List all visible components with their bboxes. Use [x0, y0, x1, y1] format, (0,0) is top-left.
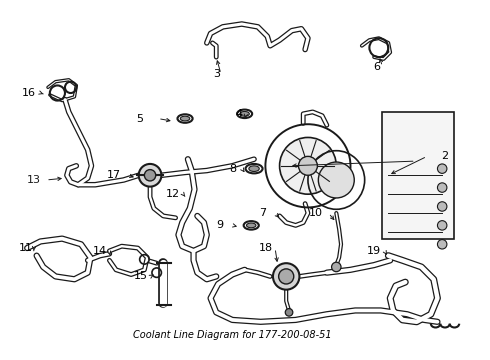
Circle shape [298, 156, 318, 175]
Text: 16: 16 [22, 88, 36, 98]
Ellipse shape [280, 138, 336, 194]
Ellipse shape [318, 162, 354, 198]
Text: 15: 15 [134, 271, 147, 282]
Text: 7: 7 [259, 208, 266, 218]
Circle shape [279, 269, 294, 284]
Circle shape [438, 183, 447, 192]
Circle shape [332, 262, 341, 272]
Text: 4: 4 [235, 109, 243, 119]
Text: 17: 17 [107, 170, 121, 180]
Text: 14: 14 [93, 246, 107, 256]
Text: 11: 11 [19, 243, 33, 253]
Ellipse shape [180, 116, 190, 121]
Text: 9: 9 [217, 220, 223, 230]
Circle shape [438, 221, 447, 230]
Text: 13: 13 [26, 175, 40, 185]
Ellipse shape [246, 223, 256, 228]
Text: 1: 1 [489, 156, 490, 166]
Text: 2: 2 [441, 151, 448, 161]
Circle shape [285, 309, 293, 316]
Text: 3: 3 [213, 69, 220, 79]
Circle shape [438, 164, 447, 174]
Ellipse shape [249, 166, 259, 171]
Circle shape [145, 170, 156, 181]
Circle shape [438, 239, 447, 249]
Text: 6: 6 [373, 62, 380, 72]
Circle shape [139, 164, 161, 186]
Circle shape [438, 202, 447, 211]
Text: 10: 10 [309, 208, 322, 218]
Text: 12: 12 [166, 189, 180, 199]
Text: 5: 5 [136, 113, 143, 123]
FancyBboxPatch shape [382, 112, 454, 239]
Text: Coolant Line Diagram for 177-200-08-51: Coolant Line Diagram for 177-200-08-51 [133, 330, 332, 340]
Text: 18: 18 [258, 243, 272, 253]
Text: 8: 8 [229, 164, 236, 174]
Ellipse shape [240, 112, 249, 116]
Circle shape [273, 263, 299, 290]
Text: 19: 19 [367, 246, 381, 256]
